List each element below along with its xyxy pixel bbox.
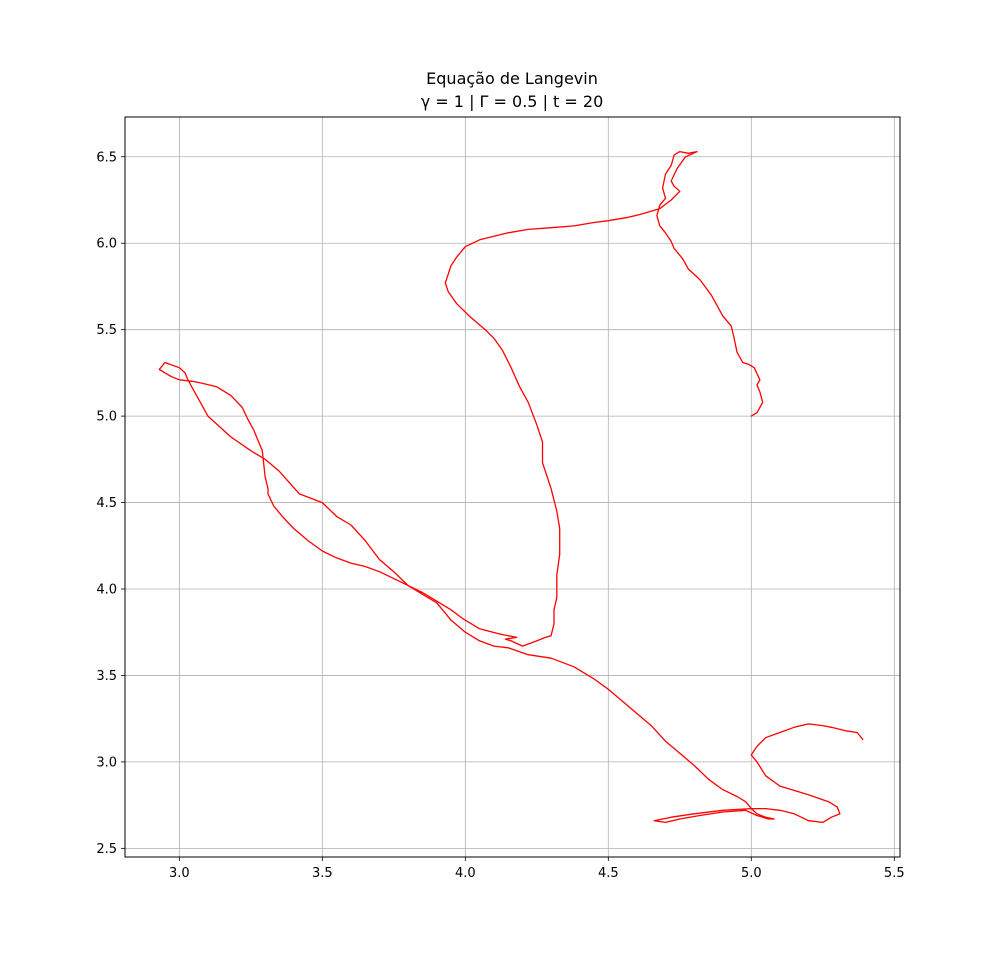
x-tick-label: 4.5 bbox=[598, 866, 619, 881]
x-tick-label: 5.5 bbox=[884, 866, 905, 881]
x-tick-label: 3.5 bbox=[312, 866, 333, 881]
x-tick-label: 3.0 bbox=[169, 866, 190, 881]
y-tick-label: 3.5 bbox=[96, 669, 117, 684]
y-tick-label: 5.5 bbox=[96, 323, 117, 338]
y-axis: 2.5 3.0 3.5 4.0 4.5 5.0 5.5 6.0 6.5 bbox=[96, 150, 125, 857]
chart-title-line2: γ = 1 | Γ = 0.5 | t = 20 bbox=[421, 92, 604, 111]
chart-title-line1: Equação de Langevin bbox=[426, 69, 598, 88]
grid bbox=[125, 117, 900, 857]
y-tick-label: 5.0 bbox=[96, 410, 117, 425]
x-tick-label: 4.0 bbox=[455, 866, 476, 881]
trajectory-line bbox=[158, 150, 864, 824]
y-tick-label: 4.0 bbox=[96, 583, 117, 598]
y-tick-label: 6.5 bbox=[96, 150, 117, 165]
plot-area-frame bbox=[124, 116, 901, 858]
x-tick-label: 5.0 bbox=[741, 866, 762, 881]
y-tick-label: 4.5 bbox=[96, 496, 117, 511]
x-axis: 3.0 3.5 4.0 4.5 5.0 5.5 bbox=[169, 857, 905, 881]
series-layer bbox=[158, 150, 864, 824]
y-tick-label: 6.0 bbox=[96, 237, 117, 252]
y-tick-label: 2.5 bbox=[96, 842, 117, 857]
y-tick-label: 3.0 bbox=[96, 755, 117, 770]
